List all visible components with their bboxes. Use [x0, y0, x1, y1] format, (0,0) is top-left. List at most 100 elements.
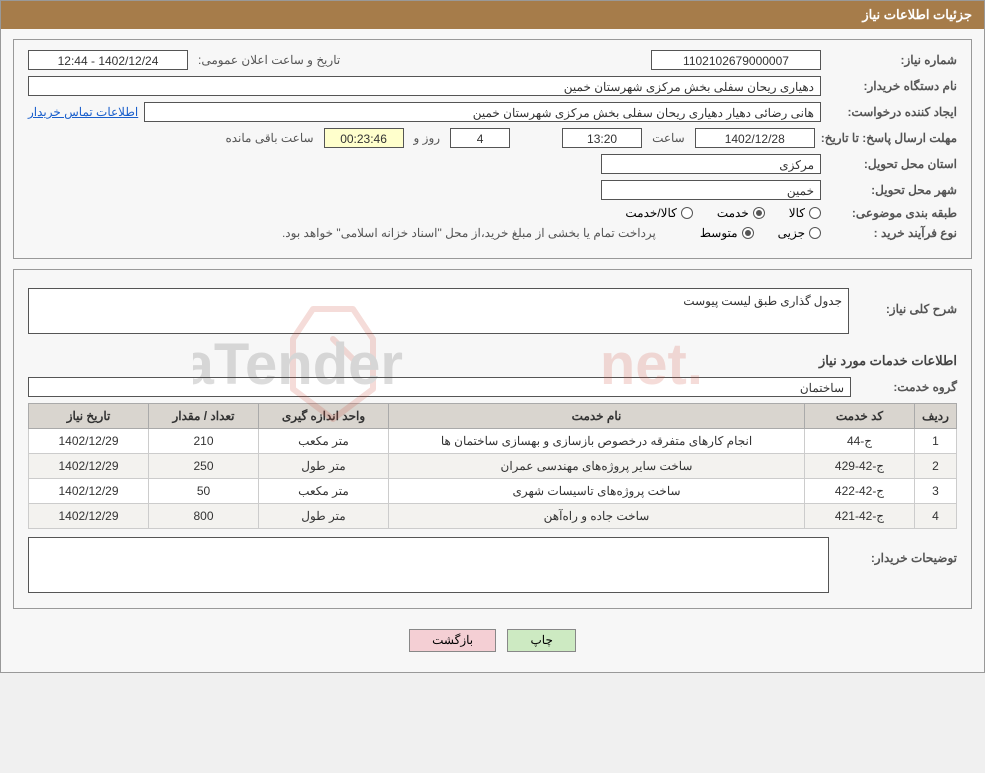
table-cell: 4 [915, 504, 957, 529]
col-name: نام خدمت [389, 404, 805, 429]
row-province: استان محل تحویل: مرکزی [28, 154, 957, 174]
pubdate-field: 1402/12/24 - 12:44 [28, 50, 188, 70]
buyer-notes-textarea[interactable] [28, 537, 829, 593]
table-cell: 210 [149, 429, 259, 454]
table-row: 2ج-42-429ساخت سایر پروژه‌های مهندسی عمرا… [29, 454, 957, 479]
radio-service-label: خدمت [717, 206, 749, 220]
radio-small-label: جزیی [778, 226, 805, 240]
remaining-label: ساعت باقی مانده [225, 131, 313, 145]
need-info-box: شماره نیاز: 1102102679000007 تاریخ و ساع… [13, 39, 972, 259]
table-cell: 1402/12/29 [29, 504, 149, 529]
table-cell: متر طول [259, 454, 389, 479]
back-button[interactable]: بازگشت [409, 629, 496, 652]
requester-field: هانی رضائی دهیار دهیاری ریحان سفلی بخش م… [144, 102, 821, 122]
radio-service[interactable]: خدمت [717, 206, 765, 220]
page-title-bar: جزئیات اطلاعات نیاز [1, 1, 984, 29]
radio-goods-service[interactable]: کالا/خدمت [625, 206, 692, 220]
radio-icon [809, 227, 821, 239]
radio-medium-label: متوسط [700, 226, 738, 240]
services-section-title: اطلاعات خدمات مورد نیاز [28, 353, 957, 369]
table-cell: انجام کارهای متفرقه درخصوص بازسازی و بهس… [389, 429, 805, 454]
buyer-org-label: نام دستگاه خریدار: [827, 79, 957, 93]
col-unit: واحد اندازه گیری [259, 404, 389, 429]
table-header-row: ردیف کد خدمت نام خدمت واحد اندازه گیری ت… [29, 404, 957, 429]
requester-label: ایجاد کننده درخواست: [827, 105, 957, 119]
city-field: خمین [601, 180, 821, 200]
table-cell: ج-42-422 [805, 479, 915, 504]
buyer-notes-label: توضیحات خریدار: [837, 537, 957, 565]
print-button[interactable]: چاپ [507, 629, 575, 652]
table-cell: متر طول [259, 504, 389, 529]
radio-goods-service-label: کالا/خدمت [625, 206, 676, 220]
province-field: مرکزی [601, 154, 821, 174]
table-cell: ج-42-421 [805, 504, 915, 529]
deadline-time-field: 13:20 [562, 128, 642, 148]
row-category: طبقه بندی موضوعی: کالا خدمت کالا/خدمت [28, 206, 957, 220]
need-number-label: شماره نیاز: [827, 53, 957, 67]
province-label: استان محل تحویل: [827, 157, 957, 171]
col-date: تاریخ نیاز [29, 404, 149, 429]
services-box: شرح کلی نیاز: اطلاعات خدمات مورد نیاز گر… [13, 269, 972, 609]
category-label: طبقه بندی موضوعی: [827, 206, 957, 220]
table-cell: 3 [915, 479, 957, 504]
city-label: شهر محل تحویل: [827, 183, 957, 197]
page-title: جزئیات اطلاعات نیاز [862, 7, 972, 22]
service-group-label: گروه خدمت: [857, 380, 957, 394]
col-qty: تعداد / مقدار [149, 404, 259, 429]
table-cell: 800 [149, 504, 259, 529]
row-deadline: مهلت ارسال پاسخ: تا تاریخ: 1402/12/28 سا… [28, 128, 957, 148]
table-cell: 1402/12/29 [29, 429, 149, 454]
radio-goods-label: کالا [789, 206, 805, 220]
radio-icon [681, 207, 693, 219]
radio-icon [809, 207, 821, 219]
need-number-field: 1102102679000007 [651, 50, 821, 70]
radio-medium[interactable]: متوسط [700, 226, 754, 240]
table-cell: 2 [915, 454, 957, 479]
services-table: ردیف کد خدمت نام خدمت واحد اندازه گیری ت… [28, 403, 957, 529]
service-group-field: ساختمان [28, 377, 851, 397]
table-cell: ساخت سایر پروژه‌های مهندسی عمران [389, 454, 805, 479]
table-cell: متر مکعب [259, 429, 389, 454]
radio-small[interactable]: جزیی [778, 226, 821, 240]
row-description: شرح کلی نیاز: [28, 288, 957, 337]
days-remaining-field: 4 [450, 128, 510, 148]
pubdate-label: تاریخ و ساعت اعلان عمومی: [198, 53, 340, 67]
radio-icon [753, 207, 765, 219]
description-textarea[interactable] [28, 288, 849, 334]
description-label: شرح کلی نیاز: [857, 288, 957, 316]
table-cell: ساخت پروژه‌های تاسیسات شهری [389, 479, 805, 504]
deadline-date-field: 1402/12/28 [695, 128, 815, 148]
row-process: نوع فرآیند خرید : جزیی متوسط پرداخت تمام… [28, 226, 957, 240]
row-service-group: گروه خدمت: ساختمان [28, 377, 957, 397]
countdown-field: 00:23:46 [324, 128, 404, 148]
table-cell: 1402/12/29 [29, 479, 149, 504]
table-row: 3ج-42-422ساخت پروژه‌های تاسیسات شهریمتر … [29, 479, 957, 504]
footer-buttons: چاپ بازگشت [13, 619, 972, 662]
col-row: ردیف [915, 404, 957, 429]
payment-note: پرداخت تمام یا بخشی از مبلغ خرید،از محل … [282, 226, 656, 240]
process-label: نوع فرآیند خرید : [827, 226, 957, 240]
table-cell: 50 [149, 479, 259, 504]
table-cell: 1 [915, 429, 957, 454]
row-city: شهر محل تحویل: خمین [28, 180, 957, 200]
row-buyer-notes: توضیحات خریدار: [28, 537, 957, 596]
table-row: 1ج-44انجام کارهای متفرقه درخصوص بازسازی … [29, 429, 957, 454]
buyer-org-field: دهیاری ریحان سفلی بخش مرکزی شهرستان خمین [28, 76, 821, 96]
table-cell: ساخت جاده و راه‌آهن [389, 504, 805, 529]
row-requester: ایجاد کننده درخواست: هانی رضائی دهیار ده… [28, 102, 957, 122]
content-area: AriaTender .net شماره نیاز: 110210267900… [1, 29, 984, 672]
days-and-label: روز و [414, 131, 441, 145]
table-cell: 1402/12/29 [29, 454, 149, 479]
col-code: کد خدمت [805, 404, 915, 429]
radio-goods[interactable]: کالا [789, 206, 821, 220]
table-cell: ج-44 [805, 429, 915, 454]
deadline-label: مهلت ارسال پاسخ: تا تاریخ: [821, 131, 957, 145]
row-need-number: شماره نیاز: 1102102679000007 تاریخ و ساع… [28, 50, 957, 70]
table-cell: ج-42-429 [805, 454, 915, 479]
table-cell: متر مکعب [259, 479, 389, 504]
table-cell: 250 [149, 454, 259, 479]
table-row: 4ج-42-421ساخت جاده و راه‌آهنمتر طول80014… [29, 504, 957, 529]
radio-icon [742, 227, 754, 239]
row-buyer-org: نام دستگاه خریدار: دهیاری ریحان سفلی بخش… [28, 76, 957, 96]
buyer-contact-link[interactable]: اطلاعات تماس خریدار [28, 105, 138, 119]
